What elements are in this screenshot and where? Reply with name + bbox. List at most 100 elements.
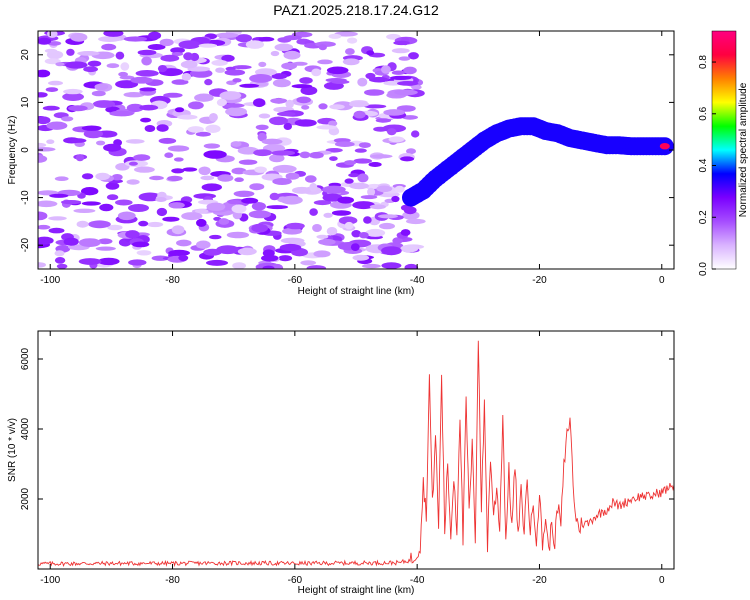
- heatmap-noise-cell: [38, 92, 48, 98]
- y-tick-label: -10: [20, 190, 31, 205]
- heatmap-noise-cell: [56, 263, 68, 269]
- heatmap-noise-cell: [219, 91, 242, 100]
- heatmap-noise-cell: [357, 77, 368, 87]
- heatmap-noise-cell: [253, 149, 272, 157]
- x-tick-label: -40: [410, 275, 425, 286]
- heatmap-noise-cell: [123, 36, 148, 42]
- heatmap-noise-cell: [354, 148, 367, 153]
- heatmap-noise-cell: [194, 93, 214, 102]
- heatmap-noise-cell: [318, 238, 336, 246]
- heatmap-noise-cell: [48, 216, 67, 221]
- heatmap-noise-cell: [232, 262, 246, 269]
- heatmap-noise-cell: [183, 52, 194, 61]
- heatmap-noise-cell: [92, 100, 116, 108]
- heatmap-noise-cell: [316, 125, 338, 130]
- heatmap-noise-cell: [400, 156, 415, 162]
- heatmap-noise-cell: [47, 31, 58, 38]
- heatmap-noise-cell: [377, 214, 398, 219]
- heatmap-noise-cell: [278, 255, 293, 262]
- snr-x-ticks: -100 -80 -60 -40 -20 0: [40, 331, 665, 586]
- heatmap-ridge-cell: [659, 143, 670, 150]
- heatmap-noise-cell: [387, 128, 397, 136]
- colorbar-tick-label: 0.2: [698, 210, 709, 224]
- heatmap-noise-cell: [115, 199, 133, 206]
- heatmap-noise-cell: [106, 63, 120, 69]
- heatmap-noise-cell: [331, 210, 352, 216]
- heatmap-noise-cell: [173, 157, 184, 162]
- heatmap-noise-cell: [347, 37, 358, 44]
- heatmap-noise-cell: [206, 259, 228, 266]
- heatmap-noise-cell: [103, 31, 124, 37]
- heatmap-noise-cell: [178, 40, 201, 49]
- heatmap-noise-cell: [83, 129, 104, 139]
- heatmap-noise-cell: [365, 228, 386, 237]
- heatmap-noise-cell: [403, 66, 417, 75]
- heatmap-noise-cell: [205, 124, 221, 133]
- y-tick-label: 6000: [20, 347, 31, 370]
- heatmap-noise-cell: [258, 61, 267, 67]
- heatmap-noise-cell: [309, 183, 318, 192]
- heatmap-x-axis-label: Height of straight line (km): [298, 286, 415, 297]
- heatmap-noise-cell: [269, 116, 288, 126]
- heatmap-noise-cell: [245, 40, 264, 49]
- heatmap-noise-cell: [394, 185, 405, 193]
- x-tick-label: -40: [410, 575, 425, 586]
- heatmap-noise-cell: [156, 207, 168, 217]
- heatmap-noise-cell: [369, 76, 389, 83]
- heatmap-noise-cell: [167, 145, 190, 152]
- heatmap-noise-cell: [216, 98, 227, 107]
- heatmap-noise-cell: [381, 246, 402, 256]
- heatmap-noise-cell: [44, 48, 58, 54]
- heatmap-noise-cell: [344, 221, 354, 230]
- heatmap-noise-cell: [81, 125, 102, 131]
- heatmap-noise-cell: [270, 50, 280, 57]
- heatmap-noise-cell: [204, 78, 213, 86]
- chart-title: PAZ1.2025.218.17.24.G12: [273, 2, 439, 18]
- heatmap-noise-cell: [381, 65, 391, 74]
- heatmap-noise-cell: [344, 178, 354, 184]
- snr-series-line: [38, 340, 674, 568]
- heatmap-noise-cell: [305, 175, 317, 183]
- heatmap-noise-cell: [181, 212, 203, 221]
- heatmap-noise-cell: [206, 202, 226, 212]
- heatmap-noise-cell: [393, 40, 410, 46]
- heatmap-noise-cell: [292, 186, 312, 194]
- heatmap-noise-cell: [316, 234, 329, 239]
- heatmap-noise-cell: [406, 148, 416, 155]
- heatmap-noise-cell: [317, 59, 333, 65]
- heatmap-noise-cell: [277, 111, 296, 117]
- heatmap-noise-cell: [255, 124, 269, 130]
- heatmap-noise-cell: [125, 230, 140, 239]
- heatmap-noise-cell: [77, 51, 100, 56]
- heatmap-noise-cell: [137, 49, 157, 56]
- heatmap-noise-cell: [209, 234, 222, 240]
- heatmap-noise-cell: [253, 98, 266, 108]
- heatmap-noise-cell: [195, 131, 211, 137]
- heatmap-noise-cell: [249, 74, 273, 83]
- heatmap-noise-cell: [54, 176, 69, 181]
- heatmap-noise-cell: [38, 116, 51, 125]
- heatmap-cells: [38, 31, 674, 269]
- heatmap-noise-cell: [147, 44, 166, 50]
- colorbar-tick-label: 0.4: [698, 158, 709, 172]
- heatmap-noise-cell: [299, 151, 311, 159]
- heatmap-noise-cell: [98, 36, 121, 42]
- heatmap-noise-cell: [115, 51, 125, 60]
- heatmap-noise-cell: [285, 172, 300, 180]
- heatmap-noise-cell: [38, 69, 51, 78]
- x-tick-label: -60: [288, 575, 303, 586]
- heatmap-noise-cell: [63, 237, 79, 246]
- heatmap-noise-cell: [367, 187, 376, 197]
- heatmap-noise-cell: [283, 35, 302, 41]
- heatmap-noise-cell: [81, 201, 101, 206]
- heatmap-noise-cell: [283, 50, 301, 60]
- heatmap-noise-cell: [230, 141, 242, 147]
- heatmap-noise-cell: [75, 154, 85, 162]
- heatmap-noise-cell: [391, 70, 405, 75]
- x-tick-label: -60: [288, 275, 303, 286]
- heatmap-noise-cell: [281, 62, 297, 70]
- heatmap-noise-cell: [283, 122, 292, 130]
- x-tick-label: 0: [659, 575, 665, 586]
